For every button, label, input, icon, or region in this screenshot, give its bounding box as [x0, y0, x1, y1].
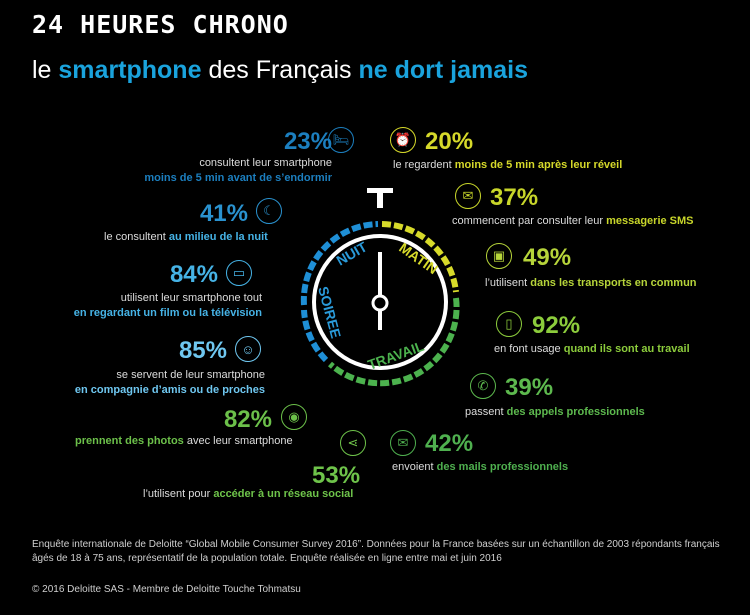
call-icon: ✆: [470, 373, 496, 399]
stat-right-2-desc: commencent par consulter leur messagerie…: [452, 214, 694, 229]
stopwatch-crown: [367, 188, 393, 193]
stat-left-4-desc: se servent de leur smartphone en compagni…: [5, 368, 265, 398]
sms-icon: ✉: [455, 183, 481, 209]
stat-desc-line2: moins de 5 min après leur réveil: [454, 159, 623, 171]
stat-desc-line2: accéder à un réseau social: [213, 488, 354, 500]
stat-left-1: 23% consultent leur smartphone moins de 5…: [82, 128, 332, 186]
stat-desc-line1: passent: [465, 406, 507, 418]
stat-desc-line1: l’utilisent pour: [143, 488, 214, 500]
label-matin: MATIN: [396, 239, 441, 277]
stat-left-6-desc: l’utilisent pour accéder à un réseau soc…: [143, 487, 353, 502]
stat-desc-line1: utilisent leur smartphone tout: [120, 292, 262, 304]
stat-right-2: 37%: [490, 184, 538, 212]
stat-desc-line2: dans les transports en commun: [530, 277, 697, 289]
ring-segment-nuit: [300, 221, 379, 306]
stat-left-3: 84%: [18, 261, 218, 289]
stat-right-6-desc: envoient des mails professionnels: [392, 460, 568, 475]
stat-right-3-desc: l’utilisent dans les transports en commu…: [485, 276, 697, 291]
footer-line2: âgés de 18 à 75 ans, représentatif de la…: [32, 553, 502, 564]
stat-desc-line2: moins de 5 min avant de s’endormir: [144, 172, 332, 184]
bed-icon: 🛏: [328, 127, 354, 153]
page-title: 24 HEURES CHRONO: [32, 10, 289, 39]
alarm-icon: ⏰: [390, 127, 416, 153]
stat-right-6: 42%: [425, 430, 473, 458]
share-icon: ⋖: [340, 430, 366, 456]
stat-percent: 23%: [283, 128, 332, 155]
stat-right-1: 20%: [425, 128, 473, 156]
ring-segment-travail: [328, 297, 460, 387]
footer-note: Enquête internationale de Deloitte “Glob…: [32, 538, 720, 566]
stat-desc-line1: le regardent: [393, 159, 455, 171]
stat-desc: consultent leur smartphone moins de 5 min…: [82, 156, 332, 186]
stat-left-5: 82%: [72, 406, 272, 434]
stat-left-2-desc: le consultent au milieu de la nuit: [104, 230, 268, 245]
stat-percent: 82%: [223, 406, 272, 433]
clock-center: [371, 294, 389, 312]
people-icon: ☺: [235, 336, 261, 362]
stat-desc-bold: prennent des photos: [75, 435, 184, 447]
stat-right-4-desc: en font usage quand ils sont au travail: [494, 342, 690, 357]
mail-icon: ✉: [390, 430, 416, 456]
stat-percent: 39%: [505, 374, 554, 401]
subtitle-pre: le: [32, 56, 59, 84]
stat-left-3-desc: utilisent leur smartphone tout en regarda…: [2, 291, 262, 321]
stat-right-3: 49%: [523, 244, 571, 272]
stat-percent: 20%: [425, 128, 474, 155]
stat-desc-line2: en compagnie d’amis ou de proches: [74, 384, 265, 396]
stat-percent: 85%: [178, 337, 227, 364]
stat-percent: 84%: [169, 261, 218, 288]
stat-desc-line1: envoient: [392, 461, 437, 473]
stat-right-1-desc: le regardent moins de 5 min après leur r…: [393, 158, 622, 173]
stat-percent: 41%: [199, 200, 248, 227]
stat-desc-line2: des mails professionnels: [436, 461, 569, 473]
stat-percent: 37%: [490, 184, 539, 211]
stat-percent: 53%: [312, 462, 361, 489]
stat-percent: 92%: [532, 312, 581, 339]
stat-left-6: 53%: [312, 462, 360, 490]
stat-left-5-desc: prennent des photos avec leur smartphone: [75, 434, 293, 449]
footer-copyright: © 2016 Deloitte SAS - Membre de Deloitte…: [32, 584, 301, 595]
subtitle-highlight-2: ne dort jamais: [358, 56, 529, 84]
stat-desc-line2: des appels professionnels: [506, 406, 645, 418]
bus-icon: ▣: [486, 243, 512, 269]
page-subtitle: le smartphone des Français ne dort jamai…: [32, 56, 528, 85]
stat-percent: 49%: [523, 244, 572, 271]
stat-right-5-desc: passent des appels professionnels: [465, 405, 645, 420]
stat-desc-line1: en font usage: [494, 343, 564, 355]
stat-left-4: 85%: [27, 337, 227, 365]
stat-desc-line1: le consultent: [104, 231, 169, 243]
footer-line1: Enquête internationale de Deloitte “Glob…: [32, 539, 720, 550]
moon-icon: ☾: [256, 198, 282, 224]
camera-icon: ◉: [281, 404, 307, 430]
stat-desc-line1: avec leur smartphone: [183, 435, 293, 447]
stat-desc-line1: commencent par consulter leur: [452, 215, 607, 227]
stat-desc-line1: se servent de leur smartphone: [116, 369, 265, 381]
subtitle-highlight-1: smartphone: [58, 56, 202, 84]
stat-desc-line1: l’utilisent: [485, 277, 531, 289]
tv-icon: ▭: [226, 260, 252, 286]
stat-left-2: 41%: [18, 200, 248, 228]
stat-right-4: 92%: [532, 312, 580, 340]
ring-segment-matin: [381, 221, 459, 293]
stopwatch-clock: NUIT MATIN SOIREE TRAVAIL: [300, 188, 460, 387]
stat-desc-line2: messagerie SMS: [606, 215, 694, 227]
ring-segment-soiree: [301, 309, 329, 363]
inner-ring: [312, 234, 448, 370]
stat-desc-line2: quand ils sont au travail: [563, 343, 690, 355]
stat-desc-line2: au milieu de la nuit: [168, 231, 268, 243]
phone-icon: ▯: [496, 311, 522, 337]
subtitle-mid: des Français: [201, 56, 359, 84]
stat-desc-line2: en regardant un film ou la télévision: [73, 307, 262, 319]
stat-desc-line1: consultent leur smartphone: [199, 157, 332, 169]
stat-right-5: 39%: [505, 374, 553, 402]
stat-percent: 42%: [425, 430, 474, 457]
stopwatch-stem: [377, 192, 383, 208]
